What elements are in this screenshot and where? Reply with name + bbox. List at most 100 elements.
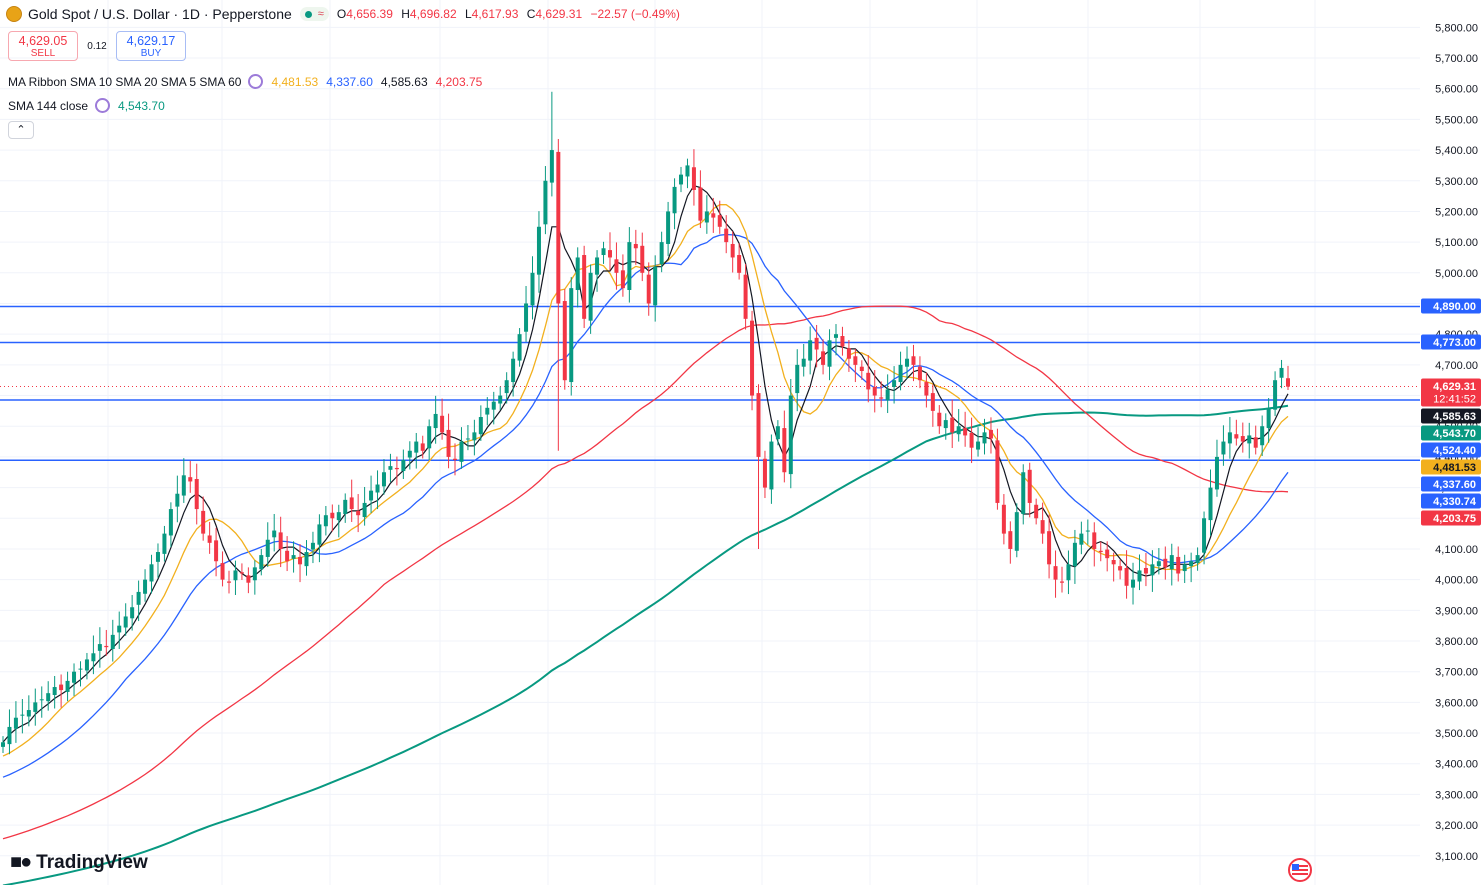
indicator-settings-icon[interactable]: [95, 98, 111, 113]
price-label-text: 4,337.60: [1433, 479, 1476, 491]
candle-body: [1027, 469, 1032, 503]
candle-body: [1, 742, 5, 747]
candle-body: [304, 552, 309, 567]
candle-body: [1221, 441, 1226, 455]
chart-grid: [0, 0, 1420, 885]
sma10-value: 4,481.53: [271, 74, 319, 89]
candle-body: [1047, 531, 1052, 565]
close-value: 4,629.31: [535, 7, 583, 21]
candle-body: [1150, 564, 1155, 576]
candle-body: [1072, 542, 1077, 567]
sma144-legend[interactable]: SMA 144 close 4,543.70: [8, 98, 173, 113]
candle-body: [1098, 550, 1103, 553]
candle-body: [1111, 560, 1116, 565]
candle-body: [950, 417, 955, 433]
candle-body: [808, 340, 813, 361]
chart-header: Gold Spot / U.S. Dollar · 1D · Peppersto…: [6, 6, 680, 22]
candle-body: [1034, 504, 1039, 519]
candle-body: [453, 458, 458, 460]
candle-body: [698, 187, 703, 221]
candle-body: [827, 340, 832, 367]
candle-body: [1253, 437, 1258, 448]
price-label-bg: [1421, 459, 1481, 475]
market-status-pill[interactable]: ≈: [299, 7, 329, 21]
candle-body: [917, 366, 922, 381]
candle-body: [814, 337, 819, 350]
candle-body: [627, 242, 632, 290]
y-tick-label: 4,100.00: [1435, 544, 1478, 556]
candle-body: [207, 535, 212, 543]
candle-body: [485, 407, 490, 415]
candle-body: [833, 334, 838, 338]
candle-body: [963, 428, 968, 436]
tradingview-logo[interactable]: ■● TradingView: [10, 851, 148, 873]
ma-ribbon-legend[interactable]: MA Ribbon SMA 10 SMA 20 SMA 5 SMA 60 4,4…: [8, 74, 490, 89]
gold-coin-icon: [6, 6, 22, 22]
candle-body: [1124, 567, 1129, 586]
candle-body: [511, 358, 516, 383]
candle-body: [620, 270, 625, 289]
candle-body: [1273, 380, 1278, 410]
candle-body: [394, 467, 399, 470]
indicator-settings-icon[interactable]: [248, 74, 264, 89]
price-label-text: 4,890.00: [1433, 301, 1476, 313]
price-label-bg: [1421, 378, 1481, 407]
candle-body: [233, 570, 238, 581]
sell-button[interactable]: 4,629.05 SELL: [8, 31, 78, 61]
price-label-bg: [1421, 334, 1481, 350]
candle-body: [711, 213, 716, 218]
candle-body: [569, 288, 574, 383]
chevron-up-icon[interactable]: ⌃: [8, 121, 34, 139]
candle-body: [595, 257, 600, 275]
candle-body: [78, 668, 83, 670]
candle-body: [795, 364, 800, 394]
candle-body: [317, 524, 322, 545]
candle-body: [1137, 570, 1142, 582]
symbol-title[interactable]: Gold Spot / U.S. Dollar · 1D · Peppersto…: [28, 6, 292, 22]
candle-body: [1202, 518, 1207, 553]
candle-body: [155, 552, 160, 562]
candle-body: [104, 645, 109, 648]
us-flag-icon[interactable]: [1286, 858, 1314, 882]
candle-body: [1266, 407, 1271, 429]
candle-body: [407, 450, 412, 458]
spread-value: 0.12: [87, 40, 107, 52]
candle-body: [504, 380, 509, 394]
candle-body: [310, 542, 315, 550]
candle-body: [1169, 555, 1174, 570]
candle-body: [1195, 555, 1200, 564]
y-tick-label: 3,200.00: [1435, 820, 1478, 832]
y-tick-label: 5,500.00: [1435, 114, 1478, 126]
candle-body: [39, 699, 44, 701]
candle-body: [291, 555, 296, 559]
candle-body: [272, 530, 277, 538]
candle-body: [181, 475, 186, 496]
candle-body: [1085, 530, 1090, 532]
ohlc-readout: O4,656.39 H4,696.82 L4,617.93 C4,629.31 …: [336, 7, 680, 21]
candle-body: [220, 563, 225, 580]
candle-body: [846, 348, 851, 359]
y-tick-label: 4,700.00: [1435, 360, 1478, 372]
candle-body: [91, 653, 96, 662]
candle-body: [905, 358, 910, 367]
candle-body: [679, 174, 684, 185]
candle-body: [1001, 504, 1006, 534]
candle-body: [498, 395, 503, 404]
candle-body: [1059, 581, 1064, 583]
candle-body: [885, 389, 890, 401]
y-tick-label: 5,100.00: [1435, 237, 1478, 249]
price-label-bg: [1421, 510, 1481, 526]
buy-button[interactable]: 4,629.17 BUY: [116, 31, 186, 61]
candle-body: [1176, 556, 1181, 574]
candle-body: [737, 255, 742, 273]
price-label-bg: [1421, 425, 1481, 441]
horizontal-levels[interactable]: [0, 305, 1420, 462]
candle-body: [420, 443, 425, 451]
tv-logo-icon: ■●: [10, 851, 32, 873]
candle-body: [194, 479, 199, 510]
ma-ribbon-label: MA Ribbon SMA 10 SMA 20 SMA 5 SMA 60: [8, 74, 242, 89]
candle-body: [588, 272, 593, 321]
candle-body: [982, 432, 987, 444]
